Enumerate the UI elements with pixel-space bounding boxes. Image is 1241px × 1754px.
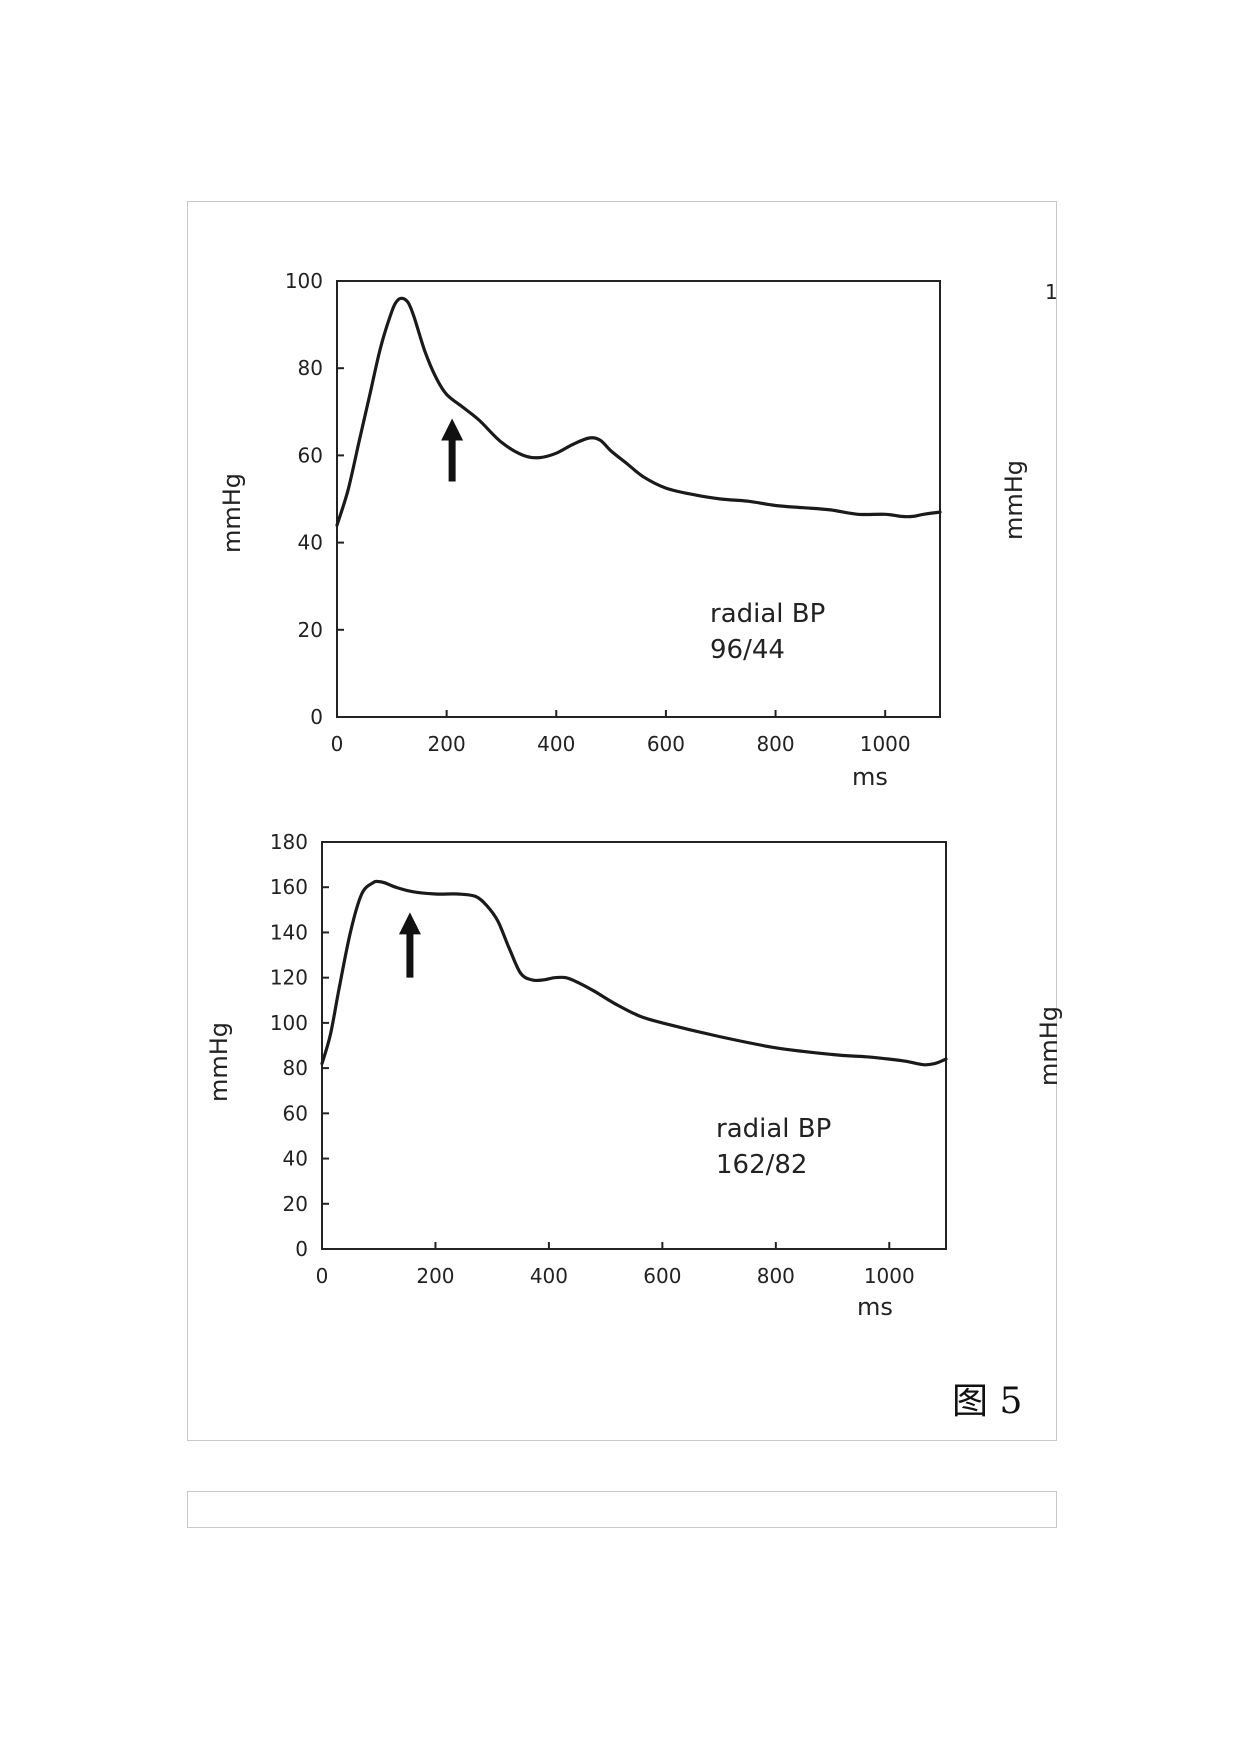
chart-bottom: 0 20 40 60 80 100 120 140 160 180 0 200 400 600 800 100… [205,830,948,1321]
y-tick-label: 80 [298,356,323,380]
y-tick-label: 20 [283,1192,308,1216]
y-tick-label: 0 [310,705,323,729]
x-tick-label: 800 [757,1264,795,1288]
figure-caption: 图 5 [952,1381,1022,1422]
arrow-head [398,912,421,935]
x-tick-label: 200 [416,1264,454,1288]
x-tick-label: 400 [537,732,575,756]
annotation-text: 162/82 [716,1150,807,1180]
y-tick-label: 160 [270,875,308,899]
x-tick-label: 0 [316,1264,329,1288]
pressure-waveform-line [320,879,948,1067]
y-tick-label: 20 [298,618,323,642]
annotation-text: radial BP [710,599,825,629]
x-tick-label: 1000 [860,732,911,756]
pressure-waveform-line [335,296,942,527]
x-tick-label: 800 [756,732,794,756]
x-axis-label: ms [852,763,888,791]
empty-text-box [187,1491,1057,1528]
y-tick-label: 100 [270,1011,308,1035]
y-tick-label: 120 [270,966,308,990]
right-edge-digit: 1 [1045,280,1058,304]
annotation-text: radial BP [716,1114,831,1144]
plot-frame [321,841,947,1250]
y-tick-label: 100 [285,269,323,293]
figure-frame [187,201,1057,1441]
y-tick-label: 0 [295,1237,308,1261]
right-edge-ylabel-bottom: mmHg [1035,1006,1063,1086]
x-tick-label: 0 [331,732,344,756]
arrow-head [441,418,464,441]
right-edge-ylabel-top: mmHg [1000,460,1028,540]
plot-frame [336,280,941,718]
y-axis-label: mmHg [218,473,246,553]
y-axis-label: mmHg [205,1022,233,1102]
y-tick-label: 40 [298,531,323,555]
y-tick-label: 180 [270,830,308,854]
x-axis-label: ms [857,1293,893,1321]
y-tick-label: 40 [283,1147,308,1171]
annotation-text: 96/44 [710,635,785,665]
y-tick-label: 140 [270,920,308,944]
y-tick-label: 80 [283,1056,308,1080]
x-tick-label: 600 [643,1264,681,1288]
y-tick-label: 60 [298,443,323,467]
y-tick-label: 60 [283,1101,308,1125]
x-tick-label: 400 [530,1264,568,1288]
x-tick-label: 1000 [864,1264,915,1288]
x-tick-label: 200 [428,732,466,756]
x-tick-label: 600 [647,732,685,756]
